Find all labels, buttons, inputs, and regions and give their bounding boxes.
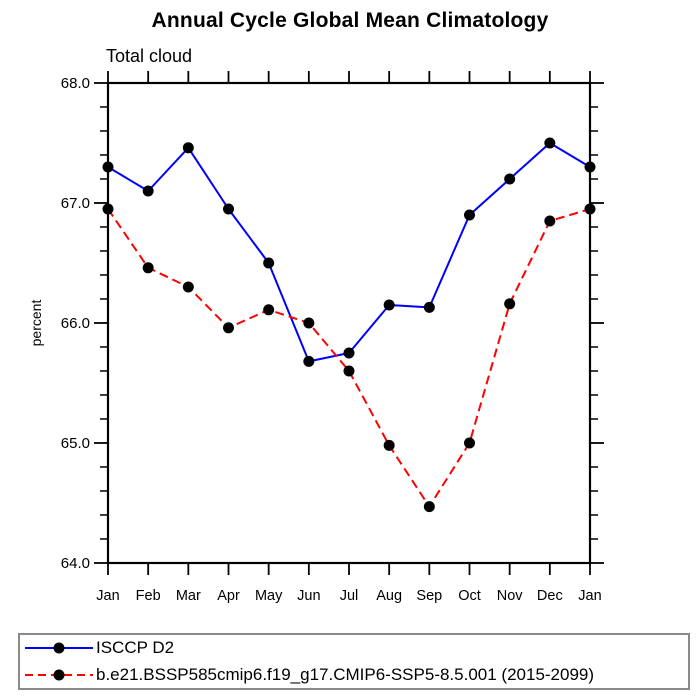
- data-point-marker: [584, 203, 596, 215]
- x-tick-label: Sep: [416, 588, 442, 604]
- data-point-marker: [303, 317, 315, 329]
- x-tick-label: Oct: [458, 588, 481, 604]
- plot-frame: [106, 81, 592, 565]
- data-point-marker: [142, 262, 154, 274]
- chart-title: Annual Cycle Global Mean Climatology: [151, 9, 549, 32]
- x-tick-label: Jul: [340, 588, 359, 604]
- y-tick-label: 68.0: [61, 75, 90, 92]
- legend-box: ISCCP D2 b.e21.BSSP585cmip6.f19_g17.CMIP…: [18, 633, 690, 690]
- data-point-marker: [102, 161, 114, 173]
- x-tick-label: May: [255, 588, 283, 604]
- x-tick-label: Nov: [497, 588, 524, 604]
- data-point-marker: [504, 298, 516, 310]
- data-point-marker: [343, 365, 355, 377]
- data-point-marker: [544, 137, 556, 149]
- data-point-marker: [544, 215, 556, 227]
- data-point-marker: [423, 301, 435, 313]
- series-line-isccp: [107, 142, 591, 363]
- y-tick-label: 64.0: [61, 555, 90, 572]
- legend-line-dashed-icon: [25, 669, 93, 681]
- x-tick-label: Jun: [297, 588, 320, 604]
- data-point-marker: [303, 355, 315, 367]
- data-point-marker: [584, 161, 596, 173]
- legend-item-isccp: ISCCP D2: [20, 635, 688, 661]
- data-point-marker: [383, 439, 395, 451]
- y-tick-label: 66.0: [61, 315, 90, 332]
- data-point-marker: [223, 203, 234, 215]
- data-point-marker: [182, 142, 194, 154]
- data-point-marker: [464, 209, 475, 221]
- data-point-marker: [504, 173, 516, 185]
- legend-label-isccp: ISCCP D2: [96, 638, 175, 658]
- x-tick-label: Aug: [376, 588, 402, 604]
- data-point-marker: [383, 299, 395, 311]
- data-point-marker: [102, 203, 114, 215]
- x-tick-label: Feb: [136, 588, 161, 604]
- data-point-marker: [423, 501, 435, 513]
- x-tick-label: Dec: [537, 588, 563, 604]
- chart-subtitle: Total cloud: [106, 46, 193, 66]
- data-point-marker: [142, 185, 154, 197]
- data-point-marker: [263, 257, 275, 269]
- y-tick-label: 65.0: [61, 435, 90, 452]
- data-point-marker: [343, 347, 355, 359]
- legend-label-model: b.e21.BSSP585cmip6.f19_g17.CMIP6-SSP5-8.…: [96, 664, 595, 684]
- legend-item-model: b.e21.BSSP585cmip6.f19_g17.CMIP6-SSP5-8.…: [20, 662, 688, 688]
- data-point-marker: [182, 281, 194, 293]
- y-tick-label: 67.0: [61, 195, 90, 212]
- data-point-marker: [263, 304, 275, 316]
- x-tick-label: Jan: [578, 588, 601, 604]
- legend-line-solid-icon: [25, 642, 93, 654]
- x-tick-label: Apr: [217, 588, 240, 604]
- data-point-marker: [464, 437, 475, 449]
- x-tick-label: Mar: [176, 588, 201, 604]
- x-tick-label: Jan: [96, 588, 119, 604]
- data-point-marker: [223, 322, 234, 334]
